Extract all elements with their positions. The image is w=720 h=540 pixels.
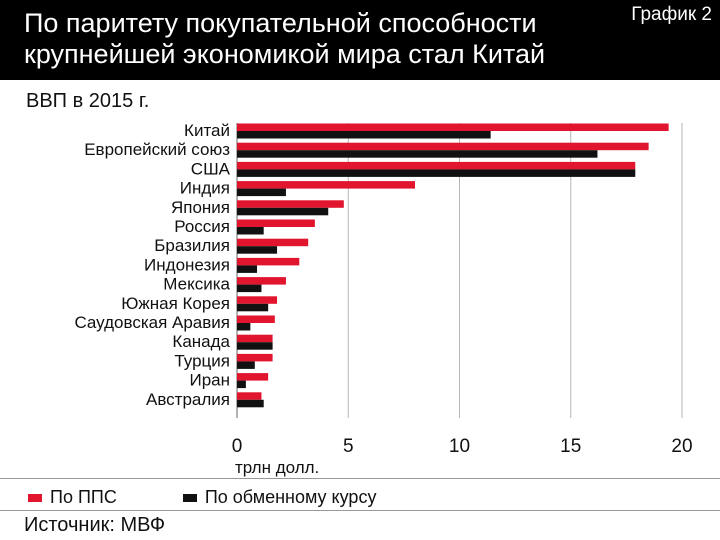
bar-fx-3 (237, 188, 286, 197)
header-bar: По паритету покупательной способности кр… (0, 0, 720, 80)
bar-ppp-11 (237, 334, 273, 343)
category-label-3: Индия (180, 179, 230, 198)
bar-ppp-8 (237, 277, 286, 285)
bar-fx-5 (237, 227, 264, 235)
bar-fx-14 (237, 399, 264, 408)
bar-fx-0 (237, 131, 491, 139)
bar-fx-2 (237, 169, 636, 177)
bar-ppp-2 (237, 161, 636, 170)
chart-number-tag: График 2 (631, 4, 712, 25)
category-label-11: Канада (172, 332, 230, 351)
chart-subtitle: ВВП в 2015 г. (26, 90, 150, 112)
category-label-6: Бразилия (154, 236, 230, 255)
category-label-4: Япония (171, 198, 230, 217)
legend-swatch-ppp (28, 493, 42, 502)
bar-fx-12 (237, 361, 255, 369)
category-label-5: Россия (174, 217, 230, 236)
category-label-2: США (191, 159, 231, 178)
bar-fx-7 (237, 265, 258, 273)
legend-item-ppp: По ППС (28, 487, 117, 508)
chart-title: По паритету покупательной способности кр… (24, 8, 546, 69)
category-label-14: Австралия (146, 390, 230, 409)
category-label-1: Европейский союз (84, 140, 230, 159)
bar-ppp-10 (237, 315, 275, 323)
x-tick-label-10: 10 (449, 436, 470, 457)
bar-ppp-4 (237, 200, 344, 208)
legend-swatch-fx (182, 493, 197, 502)
legend-label-fx: По обменному курсу (204, 487, 377, 507)
bar-fx-9 (237, 303, 269, 312)
bar-ppp-14 (237, 392, 262, 400)
category-label-9: Южная Корея (121, 294, 230, 313)
bar-fx-6 (237, 246, 278, 254)
x-tick-label-15: 15 (560, 436, 581, 457)
bar-ppp-9 (237, 296, 278, 304)
legend-item-fx: По обменному курсу (182, 487, 377, 508)
category-label-8: Мексика (163, 275, 230, 294)
legend-label-ppp: По ППС (50, 487, 117, 507)
source-note: Источник: МВФ (24, 514, 166, 536)
category-label-10: Саудовская Аравия (74, 313, 230, 332)
bar-fx-13 (237, 380, 246, 389)
category-label-13: Иран (189, 371, 230, 390)
x-axis-unit-label: трлн долл. (235, 458, 320, 477)
bar-ppp-13 (237, 373, 269, 381)
legend-divider (0, 478, 720, 479)
bar-ppp-1 (237, 142, 649, 151)
bar-ppp-7 (237, 257, 300, 266)
bar-ppp-6 (237, 238, 309, 247)
bar-ppp-12 (237, 353, 273, 362)
category-label-7: Индонезия (144, 255, 230, 274)
x-tick-label-5: 5 (343, 436, 354, 457)
bar-fx-1 (237, 150, 598, 158)
bar-fx-10 (237, 323, 251, 331)
x-tick-label-20: 20 (671, 436, 692, 457)
bar-fx-11 (237, 342, 273, 350)
bar-ppp-5 (237, 219, 315, 227)
x-tick-label-0: 0 (232, 436, 243, 457)
legend: По ППС По обменному курсу (28, 487, 442, 508)
category-label-12: Турция (174, 351, 230, 370)
source-divider (0, 510, 720, 511)
category-label-0: Китай (184, 121, 230, 140)
bar-fx-8 (237, 284, 262, 293)
bar-fx-4 (237, 207, 329, 216)
bar-ppp-3 (237, 181, 415, 189)
bar-ppp-0 (237, 123, 669, 131)
